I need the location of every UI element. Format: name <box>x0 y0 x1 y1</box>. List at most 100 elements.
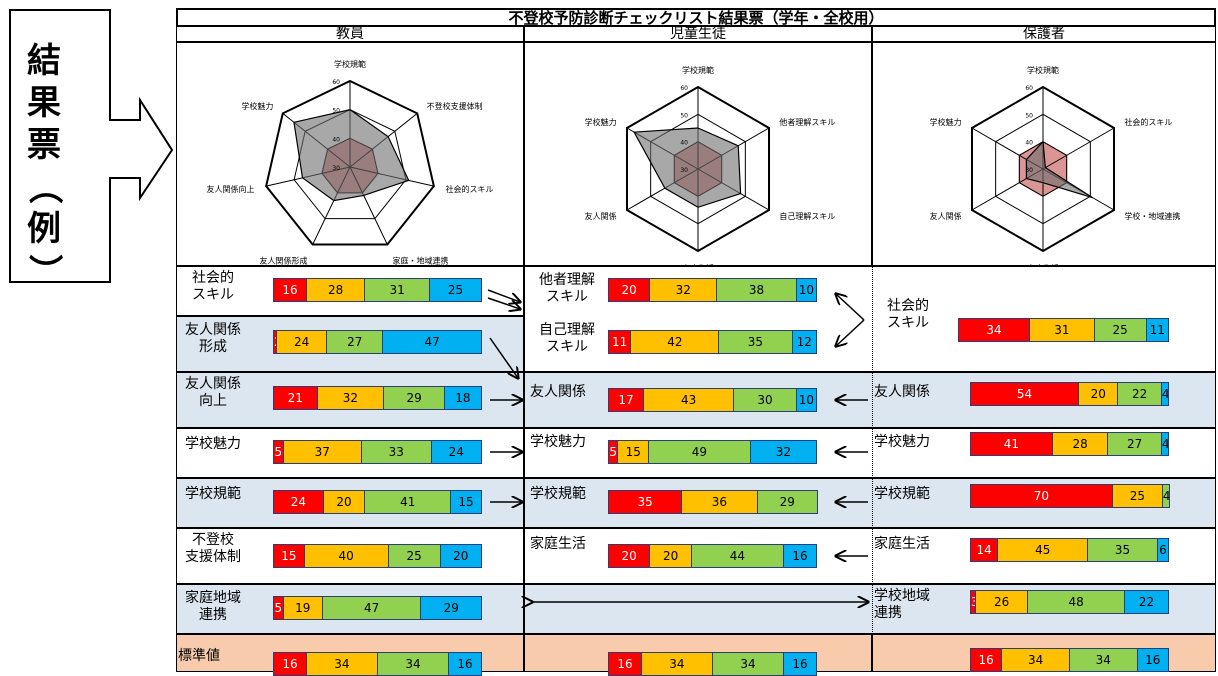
bar-parent: 54 20 22 4 <box>970 382 1172 406</box>
bar-segment-green: 25 <box>1093 318 1147 342</box>
bar-segment-orange: 15 <box>617 440 649 464</box>
bar-segment-orange: 34 <box>1001 648 1070 672</box>
column-header-student: 児童生徒 <box>524 26 872 42</box>
bar-parent: 3264822 <box>970 590 1172 614</box>
bar-teacher: 16 28 31 25 <box>273 278 485 302</box>
row-label-student: 学校規範 <box>530 486 586 503</box>
bar-student: 35 36 29 <box>608 490 820 514</box>
bar-segment-blue: 16 <box>448 652 482 676</box>
bar-segment-orange: 43 <box>643 388 735 412</box>
radar-tick-label: 60 <box>332 79 340 86</box>
bar-teacher: 15 40 25 20 <box>273 544 485 568</box>
side-label-char: ） <box>24 254 64 288</box>
bar-segment-green: 30 <box>733 388 797 412</box>
bar-segment-green: 41 <box>364 490 452 514</box>
bar-segment-orange: 34 <box>305 652 378 676</box>
row-label-line: 他者理解 <box>539 272 595 288</box>
bar-segment-orange: 25 <box>1111 484 1163 508</box>
bar-segment-red: 16 <box>608 652 642 676</box>
result-sheet: 不登校予防診断チェックリスト結果票（学年・全校用） 教員 児童生徒 保護者 30… <box>176 8 1216 676</box>
row-label-parent: 学校地域 連携 <box>874 588 930 622</box>
row-label-student: 自己理解 スキル <box>530 322 604 356</box>
row-label-line: 学校地域 <box>874 588 930 604</box>
bar-segment-green: 47 <box>321 596 422 620</box>
radar-axis-label: 友人関係形成 <box>259 255 307 265</box>
column-header-teacher: 教員 <box>176 26 524 42</box>
bar-segment-green: 34 <box>711 652 785 676</box>
radar-axis-label: 学校規範 <box>682 65 714 75</box>
radar-tick-label: 50 <box>1025 112 1033 119</box>
side-label-char: 例 <box>27 209 61 249</box>
bar-segment-green: 27 <box>326 330 384 354</box>
bar-segment-blue: 4 <box>1160 432 1169 456</box>
radar-axis-label: 家庭生活 <box>682 263 714 265</box>
bar-segment-red: 24 <box>273 490 324 514</box>
bar-segment-green: 27 <box>1107 432 1162 456</box>
radar-axis-line <box>1042 127 1115 170</box>
bar-segment-green: 34 <box>376 652 450 676</box>
bar-segment-blue: 29 <box>420 596 482 620</box>
bar-segment-blue: 16 <box>783 544 817 568</box>
radar-tick-label: 50 <box>680 112 688 119</box>
row-label-line: 不登校 <box>192 532 234 548</box>
bar-segment-blue: 20 <box>439 544 482 568</box>
row-label-line: 学校魅力 <box>874 434 930 450</box>
bar-segment-red: 41 <box>970 432 1053 456</box>
bar-segment-red: 16 <box>273 278 307 302</box>
bar-segment-green: 22 <box>1117 382 1162 406</box>
side-label-char: （ <box>24 170 64 204</box>
radar-tick-label: 60 <box>1025 85 1033 92</box>
bar-segment-green: 29 <box>383 386 445 410</box>
bar-student: 20 32 38 10 <box>608 278 820 302</box>
bar-segment-orange: 45 <box>997 538 1089 562</box>
bar-teacher: 5 19 47 29 <box>273 596 485 620</box>
row-label-line: 向上 <box>199 393 227 409</box>
bar-student: 20 20 44 16 <box>608 544 820 568</box>
bar-segment-blue: 22 <box>1124 590 1169 614</box>
radar-data-area <box>1025 140 1094 199</box>
radar-axis-label: 学校規範 <box>1027 65 1059 75</box>
bar-segment-orange: 32 <box>649 278 718 302</box>
bar-segment-red: 21 <box>273 386 318 410</box>
row-label-line: 支援体制 <box>185 549 241 565</box>
bar-segment-blue: 12 <box>791 330 817 354</box>
bar-segment-green: 44 <box>690 544 785 568</box>
bar-segment-green: 31 <box>364 278 430 302</box>
bar-segment-orange: 31 <box>1029 318 1095 342</box>
bar-segment-red: 54 <box>970 382 1080 406</box>
page-title: 不登校予防診断チェックリスト結果票（学年・全校用） <box>176 8 1216 26</box>
row-label-line: 友人関係 <box>874 384 930 400</box>
row-label-line: 社会的 <box>887 298 929 314</box>
row-label-student: 家庭生活 <box>530 536 586 553</box>
radar-axis-label: 学校魅力 <box>585 117 617 127</box>
row-label-line: 学校規範 <box>530 486 586 502</box>
row-label-line: 家庭生活 <box>874 536 930 552</box>
bar-segment-red: 16 <box>970 648 1003 672</box>
bar-segment-blue: 18 <box>443 386 482 410</box>
row-label-line: 家庭地域 <box>185 590 241 606</box>
radar-data-area <box>633 127 742 208</box>
bar-segment-blue: 16 <box>783 652 817 676</box>
bar-segment-red: 11 <box>608 330 632 354</box>
bar-segment-orange: 20 <box>649 544 692 568</box>
side-arrow-icon <box>9 9 174 283</box>
radar-tick-label: 50 <box>332 108 340 115</box>
side-label-char: 票 <box>27 125 61 165</box>
row-label-line: 学校規範 <box>874 486 930 502</box>
bar-segment-orange: 28 <box>1051 432 1109 456</box>
column-divider <box>524 266 525 672</box>
bar-segment-orange: 36 <box>681 490 758 514</box>
bar-parent: 14 45 35 6 <box>970 538 1172 562</box>
bar-segment-orange: 32 <box>316 386 385 410</box>
row-label-student: 学校魅力 <box>530 434 586 451</box>
row-label-line: スキル <box>546 289 588 305</box>
bar-segment-red: 17 <box>608 388 645 412</box>
bar-parent: 70 25 4 <box>970 484 1172 508</box>
row-label-line: 標準値 <box>178 648 220 664</box>
radar-tick-label: 60 <box>680 85 688 92</box>
bar-segment-green: 38 <box>716 278 797 302</box>
radar-chart-student: 30 40 50 60 学校規範他者理解スキル自己理解スキル家庭生活 友人関係 学校魅力 <box>524 42 872 266</box>
bar-segment-blue: 47 <box>382 330 482 354</box>
bar-segment-orange: 37 <box>282 440 362 464</box>
row-label-student: 他者理解 スキル <box>530 272 604 306</box>
